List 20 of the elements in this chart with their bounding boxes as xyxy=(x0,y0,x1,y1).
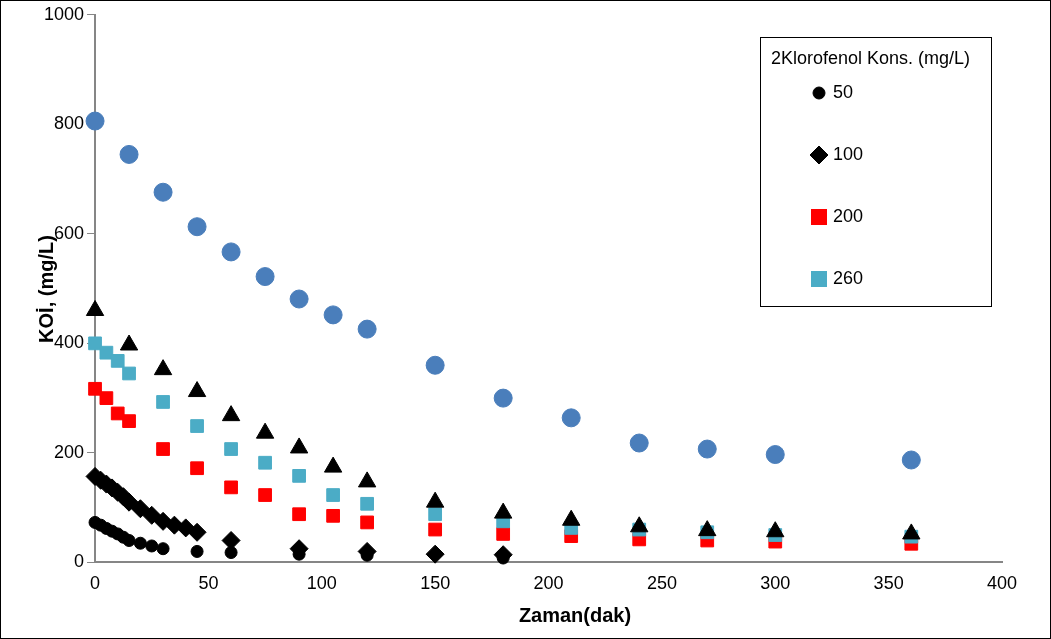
x-tick-label: 0 xyxy=(90,573,101,594)
x-tick-label: 400 xyxy=(986,573,1018,594)
y-tick-label: 200 xyxy=(54,441,85,462)
y-tick-label: 1000 xyxy=(44,3,85,24)
x-tick-label: 250 xyxy=(646,573,677,594)
x-tick-label: 300 xyxy=(760,573,791,594)
x-axis-title: Zaman(dak) xyxy=(518,604,632,627)
x-tick-label: 50 xyxy=(198,573,219,594)
legend-label: 50 xyxy=(833,82,854,104)
legend-label: 260 xyxy=(833,268,864,290)
legend-title: 2Klorofenol Kons. (mg/L) xyxy=(771,46,972,70)
x-tick-label: 100 xyxy=(306,573,337,594)
y-tick-label: 0 xyxy=(74,551,85,572)
legend-label: 100 xyxy=(833,144,864,166)
x-tick-label: 200 xyxy=(533,573,564,594)
legend-label: 200 xyxy=(833,206,864,228)
y-tick-label: 800 xyxy=(54,113,85,134)
x-tick-label: 350 xyxy=(873,573,904,594)
x-tick-label: 150 xyxy=(420,573,451,594)
y-tick-label: 400 xyxy=(54,332,85,353)
